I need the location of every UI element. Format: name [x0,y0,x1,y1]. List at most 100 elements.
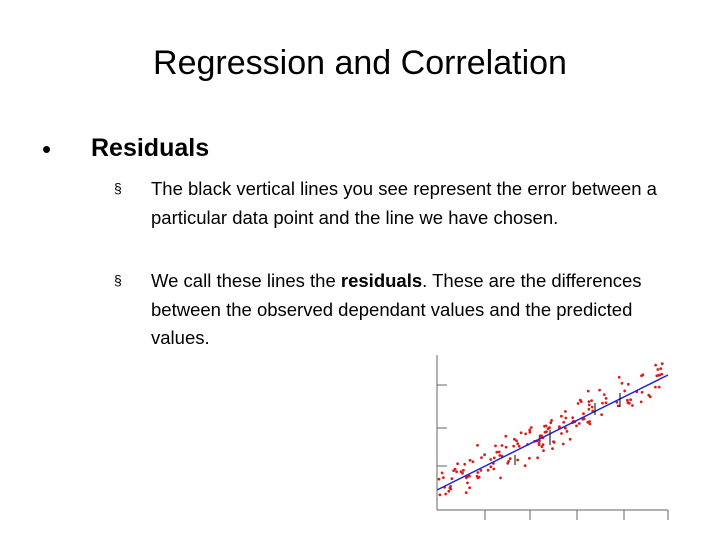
residual-lines [514,393,621,465]
scatter-illustration [436,355,669,520]
sub-bullet-text: We call these lines the residuals. These… [151,267,681,353]
dot [658,373,662,377]
dot [617,375,621,379]
dot [455,470,458,474]
dot [506,461,510,465]
dot [548,426,551,430]
text: . These are the differences between the … [151,270,642,348]
dot [560,414,563,418]
dot [528,428,532,432]
dot [542,449,545,452]
dot [588,422,592,426]
dot [600,413,603,416]
dot [516,442,520,446]
dot [498,454,502,457]
slide-title: Regression and Correlation [153,44,567,82]
dot [660,372,664,376]
dot [494,444,497,448]
dot [536,456,539,460]
dot [468,458,472,462]
dot [656,368,660,371]
dot [459,470,463,473]
dot [571,416,575,419]
regression-line [436,374,669,491]
dot [466,481,469,485]
dot [560,432,563,435]
dot [500,444,504,447]
dot [604,397,608,400]
dot [577,422,581,425]
dot [453,467,457,471]
dot [576,402,580,405]
dot [550,419,553,422]
dot [449,485,452,488]
dot [565,430,569,433]
dots [437,362,664,497]
dot [504,434,508,438]
dot [602,393,606,396]
dot [483,453,486,457]
dot [504,445,508,449]
dot [629,398,632,402]
dot [449,487,453,491]
dot [587,407,591,411]
dot [495,450,499,454]
dot [558,425,561,429]
dot [586,389,590,393]
text: We call these lines the [151,270,341,291]
dot [528,430,532,434]
dot [568,437,572,441]
dot [519,431,523,435]
dot [508,457,512,461]
dot [437,477,441,481]
dot [660,362,664,366]
dot [659,367,663,371]
dot [497,450,501,454]
dot [524,432,528,436]
bold-text: residuals [340,270,423,291]
dot [640,374,643,378]
dot [564,416,568,420]
dot [620,381,624,385]
dot [463,462,467,466]
dot [512,444,516,448]
dot [476,443,479,447]
dot [468,486,471,490]
dot [582,417,586,421]
dot [538,434,542,438]
dot [513,437,516,441]
dot [492,467,496,471]
dot [598,388,601,392]
dot [517,444,521,448]
dot [549,421,553,425]
dot [587,400,591,403]
dot [561,442,565,446]
dot [476,476,480,480]
dot [639,400,643,404]
dot [564,426,567,430]
dot [447,489,451,493]
dot [456,462,459,466]
dot [529,426,533,429]
dot [590,399,593,402]
dot [564,410,567,413]
dot [440,471,444,475]
dot [626,382,630,386]
dot [647,393,651,397]
dot [489,465,493,469]
dot [515,439,518,443]
dot [631,404,634,407]
bullet-text: Residuals [91,134,210,162]
dot [523,464,527,468]
dot [654,385,657,389]
dot [492,456,496,460]
dot [575,424,578,428]
dot [438,493,442,497]
dot [464,491,468,494]
text: The black vertical lines you see represe… [151,178,657,228]
dot [604,401,608,405]
dot [552,441,556,444]
dot [587,403,591,407]
dot [657,385,661,389]
